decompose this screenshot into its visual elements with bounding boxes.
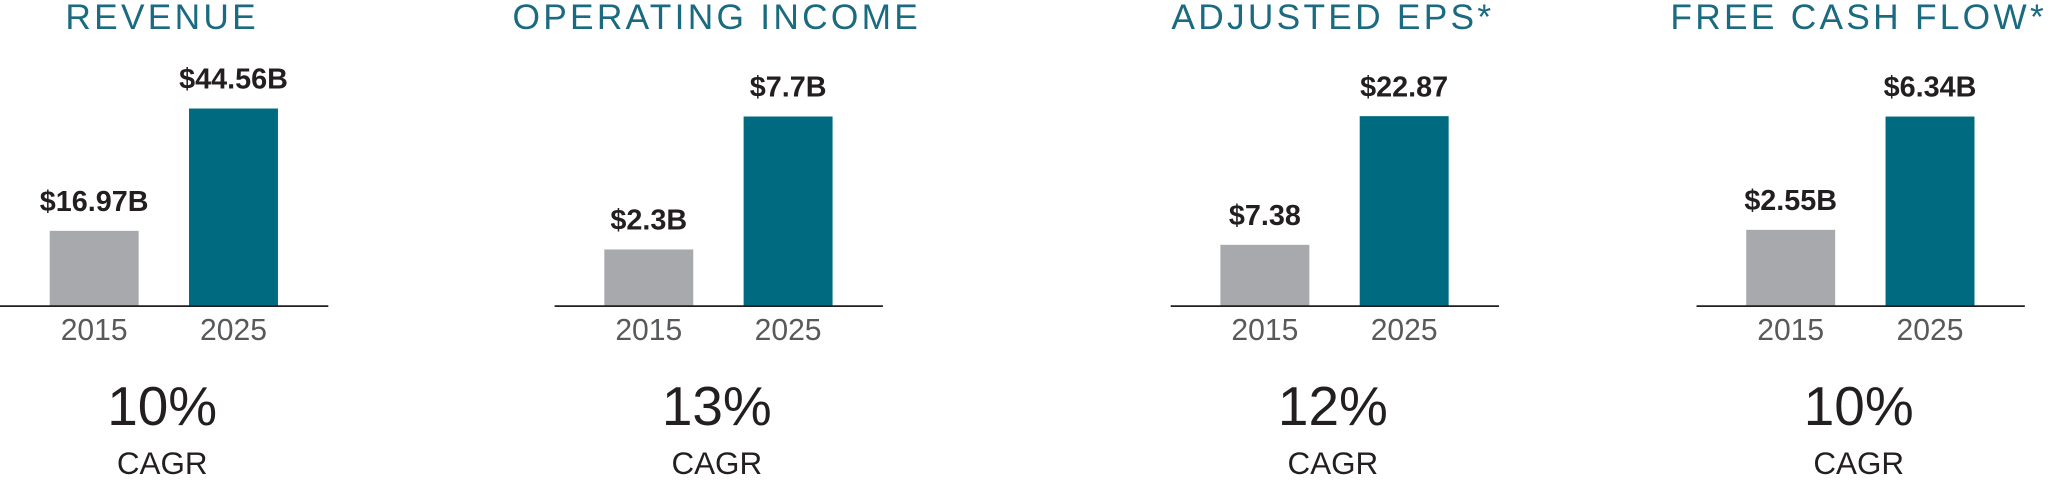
x-tick-label: 2015 (615, 314, 682, 347)
bar (604, 249, 694, 307)
value-label: $22.87 (1360, 71, 1448, 103)
value-label: $6.34B (1884, 72, 1977, 104)
panel-title: FREE CASH FLOW* (1670, 0, 2047, 37)
bar (49, 230, 139, 307)
bar (743, 116, 833, 307)
x-tick-label: 2015 (1231, 314, 1298, 347)
x-tick-label: 2025 (755, 314, 822, 347)
cagr-label: CAGR (1813, 446, 1904, 481)
cagr-value: 10% (1804, 375, 1914, 437)
bar (1746, 229, 1836, 307)
cagr-label: CAGR (671, 446, 762, 481)
x-tick-label: 2025 (1897, 314, 1964, 347)
cagr-value: 12% (1278, 375, 1388, 437)
value-label: $7.7B (750, 72, 827, 104)
value-label: $7.38 (1229, 200, 1301, 232)
panel-title: REVENUE (65, 0, 259, 37)
value-label: $44.56B (179, 64, 288, 96)
value-label: $2.55B (1744, 185, 1837, 217)
panel-title: ADJUSTED EPS* (1171, 0, 1494, 37)
value-label: $16.97B (40, 186, 149, 218)
bar (189, 108, 278, 307)
x-tick-label: 2015 (1757, 314, 1824, 347)
cagr-value: 10% (107, 375, 217, 437)
cagr-label: CAGR (117, 446, 208, 481)
cagr-value: 13% (662, 375, 772, 437)
value-label: $2.3B (610, 205, 687, 237)
bar (1359, 116, 1449, 307)
cagr-label: CAGR (1288, 446, 1379, 481)
panel-title: OPERATING INCOME (513, 0, 922, 37)
x-tick-label: 2025 (200, 314, 267, 347)
x-tick-label: 2015 (61, 314, 128, 347)
x-tick-label: 2025 (1371, 314, 1438, 347)
bar (1220, 244, 1310, 307)
bar (1885, 116, 1975, 307)
